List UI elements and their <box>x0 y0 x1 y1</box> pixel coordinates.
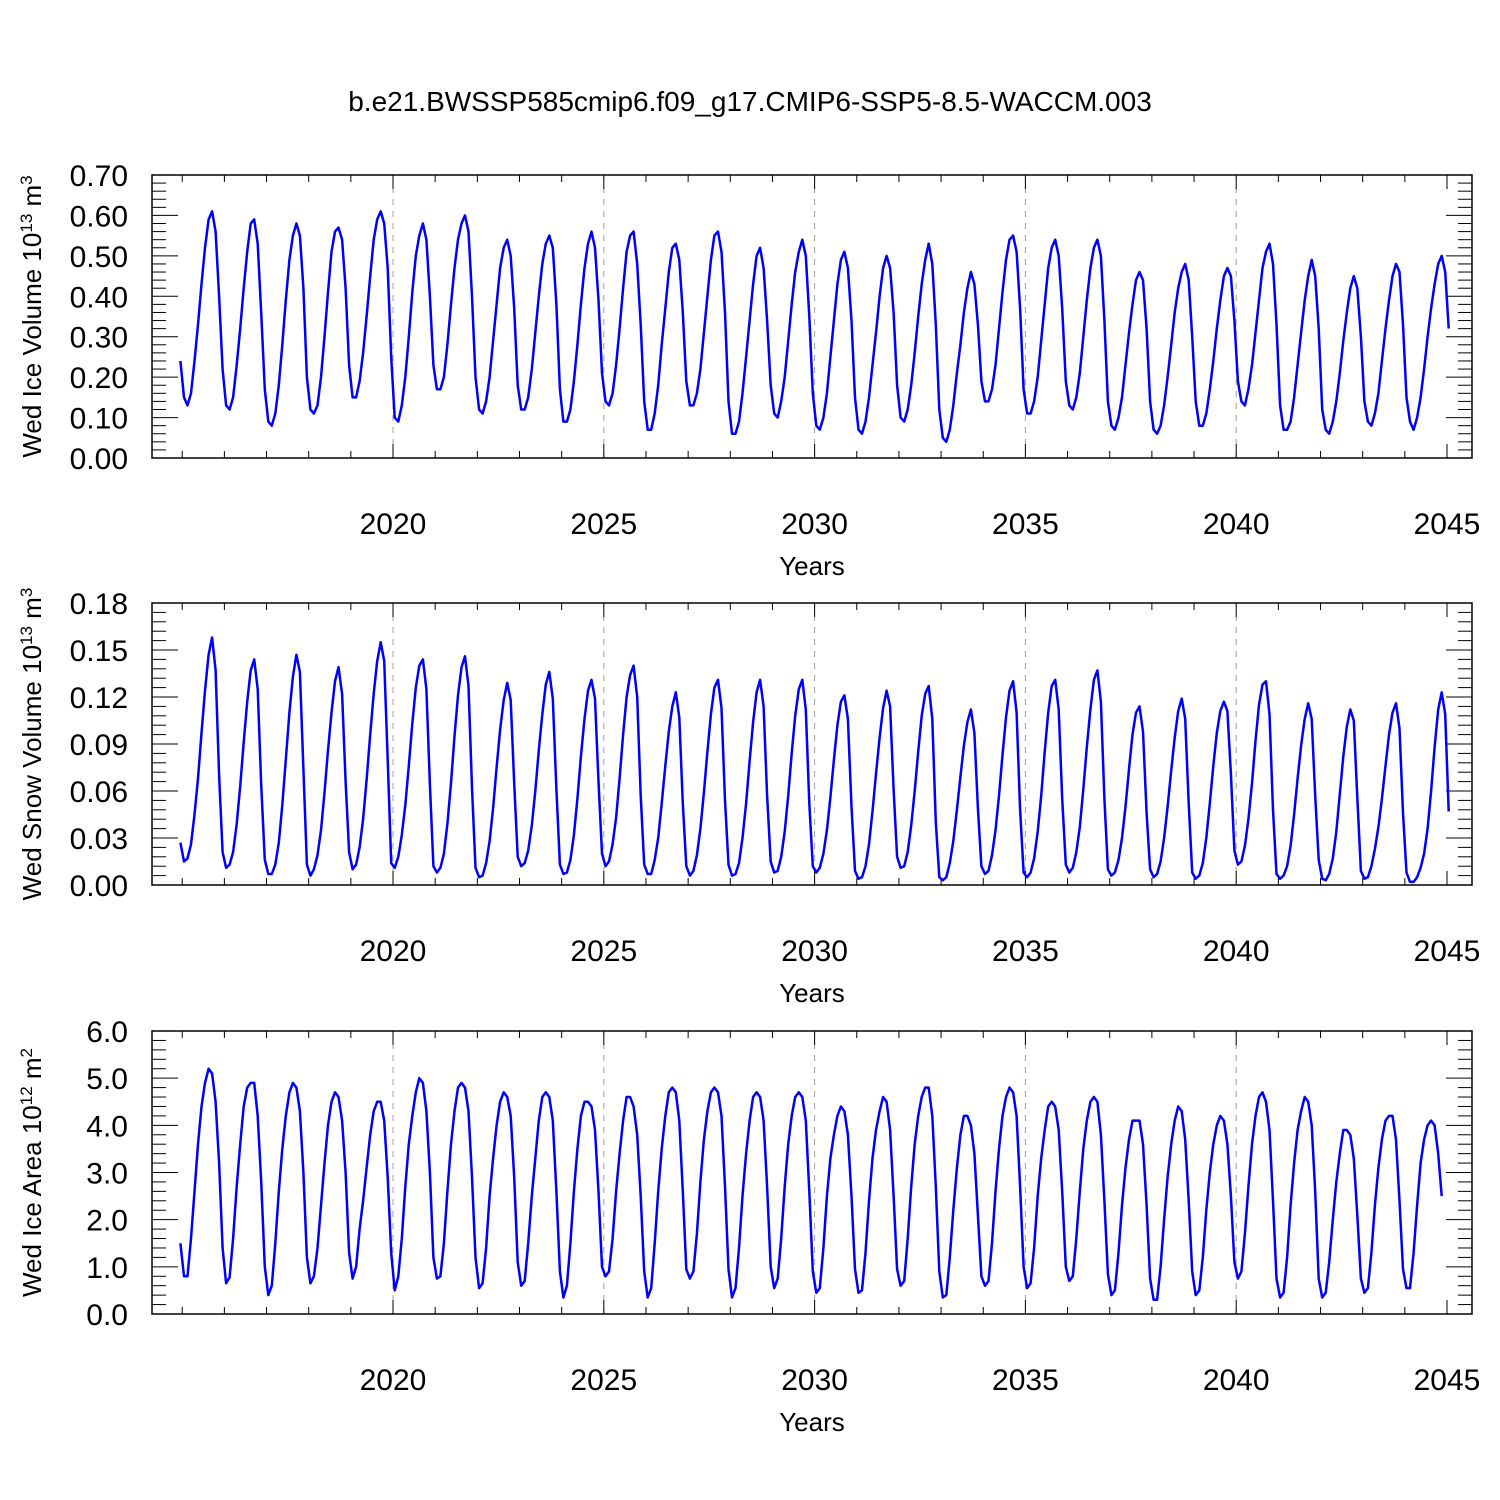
y-tick-label: 0.00 <box>70 870 128 903</box>
x-tick-label: 2040 <box>1203 1364 1270 1397</box>
panel-2: 2020 2025 2030 2035 2040 2045 Years 0.00 0.03 0.0… <box>17 588 1481 1008</box>
y-tick-label: 0.06 <box>70 776 128 809</box>
x-tick-label: 2025 <box>570 935 637 968</box>
y-tick-label: 6.0 <box>86 1016 128 1049</box>
panel-1: 2020 2025 2030 2035 2040 2045 Years 0.00 0.10 0.2… <box>17 160 1481 581</box>
y-tick-label: 0.60 <box>70 200 128 233</box>
y-tick-label: 0.70 <box>70 160 128 193</box>
series-line-1 <box>179 1067 1443 1302</box>
x-axis-label: Years <box>779 1407 845 1437</box>
y-tick-label: 0.30 <box>70 322 128 355</box>
y-tick-label: 0.15 <box>70 635 128 668</box>
x-axis-label: Years <box>779 978 845 1008</box>
x-tick-label: 2020 <box>360 1364 427 1397</box>
series-line-1 <box>179 636 1450 884</box>
x-tick-label: 2045 <box>1414 935 1481 968</box>
y-tick-label: 0.10 <box>70 403 128 436</box>
x-tick-label: 2045 <box>1414 508 1481 541</box>
y-axis-label: Wed Ice Volume 1013 m3 <box>17 175 48 457</box>
series-line-1 <box>179 210 1450 444</box>
plot-frame <box>151 174 1473 459</box>
y-tick-label: 0.03 <box>70 823 128 856</box>
y-axis-label: Wed Snow Volume 1013 m3 <box>17 588 48 901</box>
x-tick-label: 2030 <box>781 1364 848 1397</box>
x-tick-label: 2030 <box>781 935 848 968</box>
y-tick-label: 0.50 <box>70 241 128 274</box>
y-tick-label: 0.0 <box>86 1299 128 1332</box>
x-tick-label: 2040 <box>1203 935 1270 968</box>
y-tick-label: 0.09 <box>70 729 128 762</box>
y-tick-label: 4.0 <box>86 1110 128 1143</box>
x-tick-label: 2035 <box>992 935 1059 968</box>
y-tick-label: 0.18 <box>70 588 128 621</box>
y-tick-label: 0.00 <box>70 443 128 476</box>
x-tick-label: 2045 <box>1414 1364 1481 1397</box>
y-axis-label: Wed Ice Area 1012 m2 <box>17 1048 48 1297</box>
x-tick-label: 2035 <box>992 1364 1059 1397</box>
y-tick-label: 1.0 <box>86 1252 128 1285</box>
x-tick-label: 2025 <box>570 1364 637 1397</box>
panels: 2020 2025 2030 2035 2040 2045 Years 0.00 0.10 0.2… <box>17 160 1481 1437</box>
y-tick-label: 0.12 <box>70 682 128 715</box>
y-tick-label: 3.0 <box>86 1158 128 1191</box>
panel-3: 2020 2025 2030 2035 2040 2045 Years 0.0 1.0 2.0 3.… <box>17 1016 1481 1437</box>
x-tick-label: 2040 <box>1203 508 1270 541</box>
x-tick-label: 2025 <box>570 508 637 541</box>
x-tick-label: 2020 <box>360 935 427 968</box>
x-tick-label: 2030 <box>781 508 848 541</box>
x-tick-label: 2035 <box>992 508 1059 541</box>
x-tick-label: 2020 <box>360 508 427 541</box>
y-tick-label: 2.0 <box>86 1205 128 1238</box>
y-tick-label: 5.0 <box>86 1063 128 1096</box>
x-axis-label: Years <box>779 551 845 581</box>
figure-title: b.e21.BWSSP585cmip6.f09_g17.CMIP6-SSP5-8… <box>348 86 1152 117</box>
y-tick-label: 0.20 <box>70 362 128 395</box>
y-tick-label: 0.40 <box>70 281 128 314</box>
